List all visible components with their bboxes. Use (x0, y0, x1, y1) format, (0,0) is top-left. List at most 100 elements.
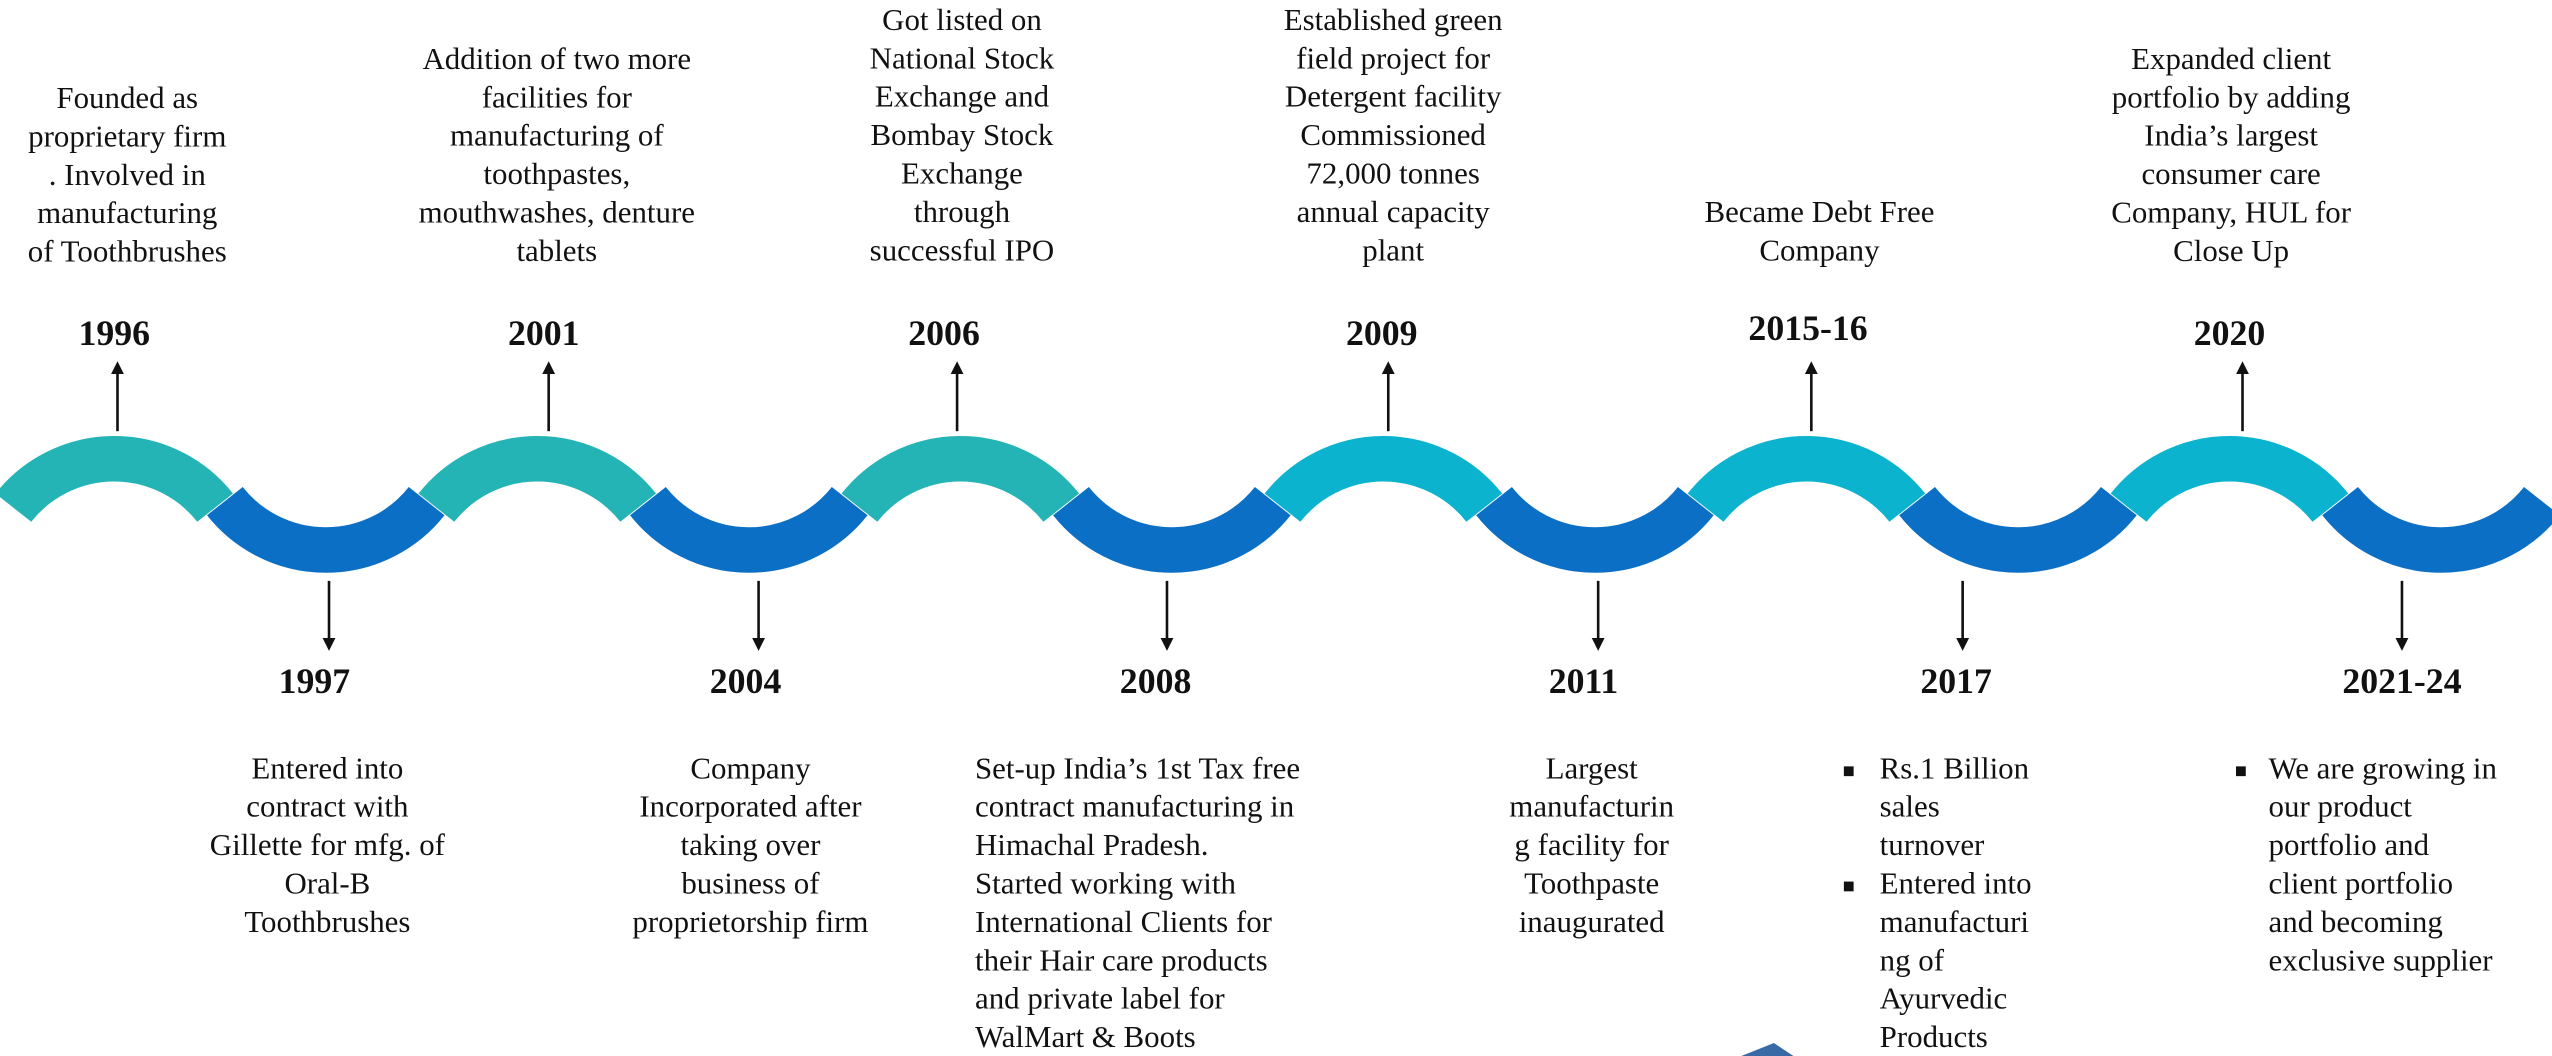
bullet (1843, 881, 1854, 892)
wave-arc-upper (2110, 436, 2349, 523)
year-label: 2001 (508, 313, 580, 353)
milestone-text: Toothpaste (1524, 866, 1659, 901)
milestone-text: Oral-B (284, 866, 370, 901)
year-label: 2017 (1920, 661, 1992, 701)
milestone-text: Ayurvedic (1880, 981, 2008, 1016)
milestone-text: annual capacity (1297, 194, 1491, 229)
milestone-text: tablets (516, 233, 597, 268)
milestone-text: Expanded client (2131, 41, 2331, 76)
milestone-text: Largest (1546, 750, 1639, 785)
milestone-text: India’s largest (2144, 118, 2318, 153)
milestone-text: facilities for (482, 79, 633, 114)
milestone-text: . Involved in (49, 157, 206, 192)
decor-shape (1741, 1042, 1794, 1056)
bullet (2236, 766, 2246, 777)
milestone-text: field project for (1296, 40, 1491, 75)
wave-arc-lower (1476, 486, 1714, 573)
year-label: 2021-24 (2342, 661, 2461, 701)
milestone-text: consumer care (2141, 156, 2320, 191)
milestone-text: Rs.1 Billion (1880, 750, 2029, 785)
wave-arc-upper (841, 436, 1080, 523)
milestone-text: toothpastes, (483, 156, 630, 191)
wave-arc-upper (0, 436, 233, 523)
milestone-text: manufacturin (1509, 789, 1674, 824)
wave-arc-lower (1899, 486, 2137, 573)
milestone-text: Company (1759, 232, 1880, 267)
milestone-text: proprietorship firm (632, 904, 868, 939)
wave-arc-lower (207, 486, 445, 573)
milestone-text: Got listed on (882, 2, 1042, 37)
milestone-text: and private label for (975, 981, 1225, 1016)
milestone-text: through (914, 194, 1011, 229)
milestone-text: business of (681, 866, 820, 901)
milestone-text: National Stock (870, 40, 1055, 75)
wave-arc-upper (418, 436, 657, 523)
year-label: 2006 (908, 313, 980, 353)
year-label: 1996 (78, 313, 150, 353)
milestone-text: contract manufacturing in (975, 789, 1294, 824)
milestone-text: ng of (1880, 942, 1945, 977)
milestone-text: successful IPO (870, 232, 1055, 267)
milestone-text: Bombay Stock (871, 117, 1054, 152)
milestone-text: proprietary firm (28, 118, 226, 153)
milestone-text: our product (2269, 789, 2413, 824)
milestone-text: International Clients for (975, 904, 1273, 939)
milestone-text: turnover (1880, 827, 1985, 862)
milestone-text: Addition of two more (422, 41, 691, 76)
milestone-text: Entered into (1880, 866, 2032, 901)
milestone-text: manufacturing of (450, 118, 664, 153)
wave-arc-lower (1053, 486, 1291, 573)
year-label: 2008 (1120, 661, 1192, 701)
wave-arc-upper (1264, 436, 1503, 523)
milestone-text: and becoming (2269, 904, 2443, 939)
milestone-text: taking over (680, 827, 821, 862)
milestone-text: Set-up India’s 1st Tax free (975, 750, 1300, 785)
year-label: 2009 (1346, 313, 1418, 353)
milestone-text: Toothbrushes (244, 904, 410, 939)
milestone-text: Close Up (2173, 233, 2289, 268)
milestone-text: Established green (1284, 2, 1503, 37)
milestone-text: g facility for (1514, 827, 1669, 862)
year-label: 2004 (710, 661, 782, 701)
milestone-text: inaugurated (1519, 904, 1665, 939)
milestone-text: Exchange (901, 155, 1023, 190)
year-label: 2020 (2194, 313, 2266, 353)
milestone-text: manufacturing (37, 195, 217, 230)
milestone-text: mouthwashes, denture (419, 195, 695, 230)
wave-arc-lower (2322, 486, 2552, 573)
milestone-text: Company, HUL for (2111, 195, 2351, 230)
bullet (1843, 766, 1854, 777)
milestone-text: We are growing in (2269, 750, 2497, 785)
year-label: 2011 (1549, 661, 1619, 701)
milestone-text: Products (1880, 1019, 1988, 1054)
milestone-text: Gillette for mfg. of (210, 827, 446, 862)
milestone-text: Started working with (975, 866, 1236, 901)
milestone-text: portfolio and (2269, 827, 2430, 862)
milestone-text: Company (690, 750, 811, 785)
milestone-text: client portfolio (2269, 866, 2454, 901)
wave (0, 436, 2552, 573)
milestone-text: of Toothbrushes (28, 234, 227, 269)
milestone-text: 72,000 tonnes (1306, 155, 1479, 190)
wave-arc-upper (1687, 436, 1926, 523)
milestone-text: Became Debt Free (1704, 194, 1934, 229)
milestone-text: WalMart & Boots (975, 1019, 1196, 1054)
milestone-text: sales (1880, 789, 1940, 824)
milestone-text: Commissioned (1300, 117, 1486, 152)
milestone-text: contract with (246, 789, 409, 824)
milestone-text: Founded as (56, 80, 198, 115)
milestone-text: exclusive supplier (2269, 942, 2494, 977)
milestone-text: their Hair care products (975, 942, 1268, 977)
milestone-text: plant (1362, 232, 1424, 267)
milestone-text: portfolio by adding (2112, 79, 2351, 114)
milestone-text: Incorporated after (639, 789, 862, 824)
year-label: 1997 (279, 661, 351, 701)
milestone-text: Himachal Pradesh. (975, 827, 1208, 862)
milestone-text: Detergent facility (1285, 79, 1502, 114)
milestone-text: Exchange and (875, 79, 1050, 114)
milestone-text: Entered into (251, 750, 403, 785)
milestone-text: manufacturi (1880, 904, 2029, 939)
year-label: 2015-16 (1748, 308, 1867, 348)
wave-arc-lower (630, 486, 868, 573)
